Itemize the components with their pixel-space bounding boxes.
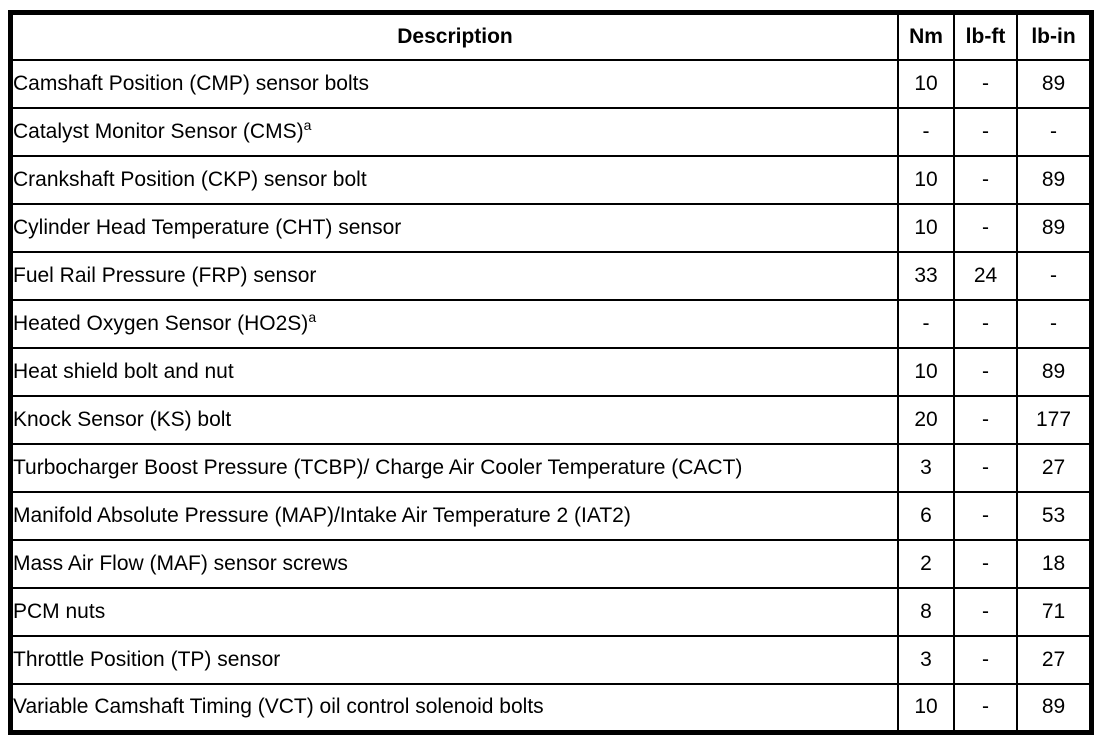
lbin-value-cell: 89: [1016, 347, 1093, 397]
description-cell: Mass Air Flow (MAF) sensor screws: [9, 539, 899, 589]
torque-spec-table: Description Nm lb-ft lb-in Camshaft Posi…: [8, 10, 1094, 735]
description-text: Crankshaft Position (CKP) sensor bolt: [13, 168, 367, 191]
lbin-value-cell: 89: [1016, 683, 1093, 733]
table-row: Throttle Position (TP) sensor 3 - 27: [9, 635, 1093, 685]
lbin-value-cell: 18: [1016, 539, 1093, 589]
table-header: Description Nm lb-ft lb-in: [9, 11, 1093, 61]
table-row: Heat shield bolt and nut 10 - 89: [9, 347, 1093, 397]
footnote-marker: a: [303, 117, 312, 133]
description-text: Cylinder Head Temperature (CHT) sensor: [13, 216, 402, 239]
lbin-value-cell: 71: [1016, 587, 1093, 637]
lbft-value-cell: -: [953, 683, 1018, 733]
lbft-value-cell: -: [953, 539, 1018, 589]
nm-value-cell: 20: [897, 395, 955, 445]
lbft-value-cell: -: [953, 155, 1018, 205]
nm-value-cell: 10: [897, 347, 955, 397]
description-text: Variable Camshaft Timing (VCT) oil contr…: [13, 695, 544, 719]
nm-value-cell: 10: [897, 203, 955, 253]
table-row: Catalyst Monitor Sensor (CMS)a - - -: [9, 107, 1093, 157]
table-row: Fuel Rail Pressure (FRP) sensor 33 24 -: [9, 251, 1093, 301]
column-header-lbin: lb-in: [1016, 11, 1093, 61]
table-row: Manifold Absolute Pressure (MAP)/Intake …: [9, 491, 1093, 541]
table-row: Variable Camshaft Timing (VCT) oil contr…: [9, 683, 1093, 733]
lbft-value-cell: -: [953, 59, 1018, 109]
description-cell: Catalyst Monitor Sensor (CMS)a: [9, 107, 899, 157]
nm-value-cell: 2: [897, 539, 955, 589]
description-cell: Throttle Position (TP) sensor: [9, 635, 899, 685]
column-header-description: Description: [9, 11, 899, 61]
table-row: Heated Oxygen Sensor (HO2S)a - - -: [9, 299, 1093, 349]
table-row: Cylinder Head Temperature (CHT) sensor 1…: [9, 203, 1093, 253]
lbin-value-cell: 89: [1016, 155, 1093, 205]
lbft-value-cell: -: [953, 299, 1018, 349]
description-text: PCM nuts: [13, 600, 106, 623]
lbft-value-cell: -: [953, 491, 1018, 541]
table-row: Knock Sensor (KS) bolt 20 - 177: [9, 395, 1093, 445]
description-text: Manifold Absolute Pressure (MAP)/Intake …: [13, 504, 631, 527]
description-cell: Camshaft Position (CMP) sensor bolts: [9, 59, 899, 109]
description-text: Knock Sensor (KS) bolt: [13, 408, 232, 431]
nm-value-cell: 10: [897, 683, 955, 733]
nm-value-cell: 6: [897, 491, 955, 541]
lbft-value-cell: -: [953, 635, 1018, 685]
description-cell: Turbocharger Boost Pressure (TCBP)/ Char…: [9, 443, 899, 493]
description-text: Heat shield bolt and nut: [13, 360, 234, 383]
lbft-value-cell: -: [953, 443, 1018, 493]
lbin-value-cell: -: [1016, 299, 1093, 349]
nm-value-cell: 3: [897, 443, 955, 493]
description-text: Turbocharger Boost Pressure (TCBP)/ Char…: [13, 456, 743, 479]
description-text: Camshaft Position (CMP) sensor bolts: [13, 72, 369, 95]
lbin-value-cell: 177: [1016, 395, 1093, 445]
lbin-value-cell: 89: [1016, 59, 1093, 109]
description-text: Heated Oxygen Sensor (HO2S): [13, 312, 309, 335]
description-cell: Knock Sensor (KS) bolt: [9, 395, 899, 445]
header-row: Description Nm lb-ft lb-in: [9, 11, 1093, 61]
nm-value-cell: 33: [897, 251, 955, 301]
lbft-value-cell: -: [953, 347, 1018, 397]
table-row: Crankshaft Position (CKP) sensor bolt 10…: [9, 155, 1093, 205]
table-body: Camshaft Position (CMP) sensor bolts 10 …: [9, 59, 1093, 733]
lbft-value-cell: -: [953, 107, 1018, 157]
column-header-nm: Nm: [897, 11, 955, 61]
lbin-value-cell: 27: [1016, 635, 1093, 685]
lbft-value-cell: 24: [953, 251, 1018, 301]
nm-value-cell: -: [897, 107, 955, 157]
table-row: PCM nuts 8 - 71: [9, 587, 1093, 637]
lbft-value-cell: -: [953, 395, 1018, 445]
description-cell: PCM nuts: [9, 587, 899, 637]
description-cell: Crankshaft Position (CKP) sensor bolt: [9, 155, 899, 205]
nm-value-cell: 3: [897, 635, 955, 685]
lbin-value-cell: 53: [1016, 491, 1093, 541]
lbft-value-cell: -: [953, 587, 1018, 637]
description-cell: Variable Camshaft Timing (VCT) oil contr…: [9, 683, 899, 733]
description-text: Catalyst Monitor Sensor (CMS): [13, 120, 304, 143]
table-row: Mass Air Flow (MAF) sensor screws 2 - 18: [9, 539, 1093, 589]
lbin-value-cell: 89: [1016, 203, 1093, 253]
description-cell: Heat shield bolt and nut: [9, 347, 899, 397]
description-text: Throttle Position (TP) sensor: [13, 648, 281, 671]
table-row: Turbocharger Boost Pressure (TCBP)/ Char…: [9, 443, 1093, 493]
description-cell: Manifold Absolute Pressure (MAP)/Intake …: [9, 491, 899, 541]
footnote-marker: a: [308, 309, 317, 325]
description-cell: Cylinder Head Temperature (CHT) sensor: [9, 203, 899, 253]
nm-value-cell: -: [897, 299, 955, 349]
lbin-value-cell: 27: [1016, 443, 1093, 493]
lbft-value-cell: -: [953, 203, 1018, 253]
lbin-value-cell: -: [1016, 251, 1093, 301]
nm-value-cell: 10: [897, 59, 955, 109]
lbin-value-cell: -: [1016, 107, 1093, 157]
description-cell: Fuel Rail Pressure (FRP) sensor: [9, 251, 899, 301]
description-text: Mass Air Flow (MAF) sensor screws: [13, 552, 348, 575]
nm-value-cell: 8: [897, 587, 955, 637]
description-cell: Heated Oxygen Sensor (HO2S)a: [9, 299, 899, 349]
description-text: Fuel Rail Pressure (FRP) sensor: [13, 264, 317, 287]
table-row: Camshaft Position (CMP) sensor bolts 10 …: [9, 59, 1093, 109]
nm-value-cell: 10: [897, 155, 955, 205]
column-header-lbft: lb-ft: [953, 11, 1018, 61]
